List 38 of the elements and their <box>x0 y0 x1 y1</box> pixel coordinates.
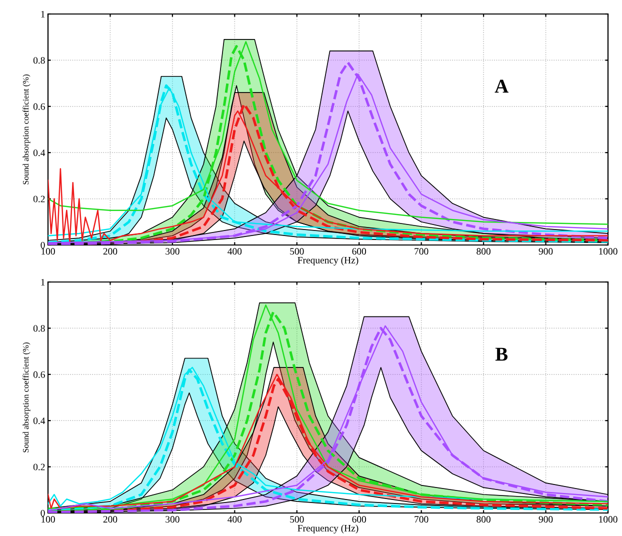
x-tick-label: 900 <box>538 516 553 523</box>
x-tick-label: 1000 <box>599 248 618 255</box>
x-tick-label: 100 <box>42 516 55 523</box>
y-tick-label: 0.2 <box>33 196 45 202</box>
x-axis-title: Frequency (Hz) <box>298 524 358 534</box>
annotation: A <box>494 80 508 93</box>
x-tick-label: 700 <box>414 248 428 255</box>
x-tick-label: 500 <box>290 516 304 523</box>
x-tick-label: 800 <box>476 516 490 523</box>
x-tick-label: 900 <box>538 248 553 255</box>
y-tick-label: 0.6 <box>33 371 45 378</box>
y-tick-label: 0 <box>40 510 45 516</box>
x-tick-label: 200 <box>103 248 118 255</box>
x-tick-label: 400 <box>228 248 242 255</box>
x-axis-title: Frequency (Hz) <box>298 256 358 266</box>
x-tick-label: 300 <box>166 516 180 523</box>
annotation: B <box>495 348 508 361</box>
y-tick-label: 0.6 <box>33 103 45 110</box>
y-tick-label: 0.2 <box>33 464 45 470</box>
x-tick-label: 100 <box>42 248 55 255</box>
y-tick-label: 0.4 <box>33 150 46 156</box>
x-tick-label: 400 <box>228 516 242 523</box>
y-tick-label: 1 <box>41 278 45 286</box>
y-tick-label: 0.8 <box>33 57 45 64</box>
x-tick-label: 700 <box>414 516 428 523</box>
x-tick-label: 1000 <box>599 516 618 523</box>
x-tick-label: 800 <box>476 248 490 255</box>
x-tick-label: 600 <box>352 516 366 523</box>
x-tick-label: 300 <box>166 248 180 255</box>
x-tick-label: 600 <box>352 248 366 255</box>
y-axis-title: Sound absorption coefficient (%) <box>22 74 30 184</box>
y-tick-label: 0.8 <box>33 325 45 332</box>
x-tick-label: 200 <box>103 516 118 523</box>
y-tick-label: 1 <box>41 10 45 18</box>
y-axis-title: Sound absorption coefficient (%) <box>22 342 30 452</box>
y-tick-label: 0 <box>40 242 45 248</box>
y-tick-label: 0.4 <box>33 418 46 424</box>
x-tick-label: 500 <box>290 248 304 255</box>
